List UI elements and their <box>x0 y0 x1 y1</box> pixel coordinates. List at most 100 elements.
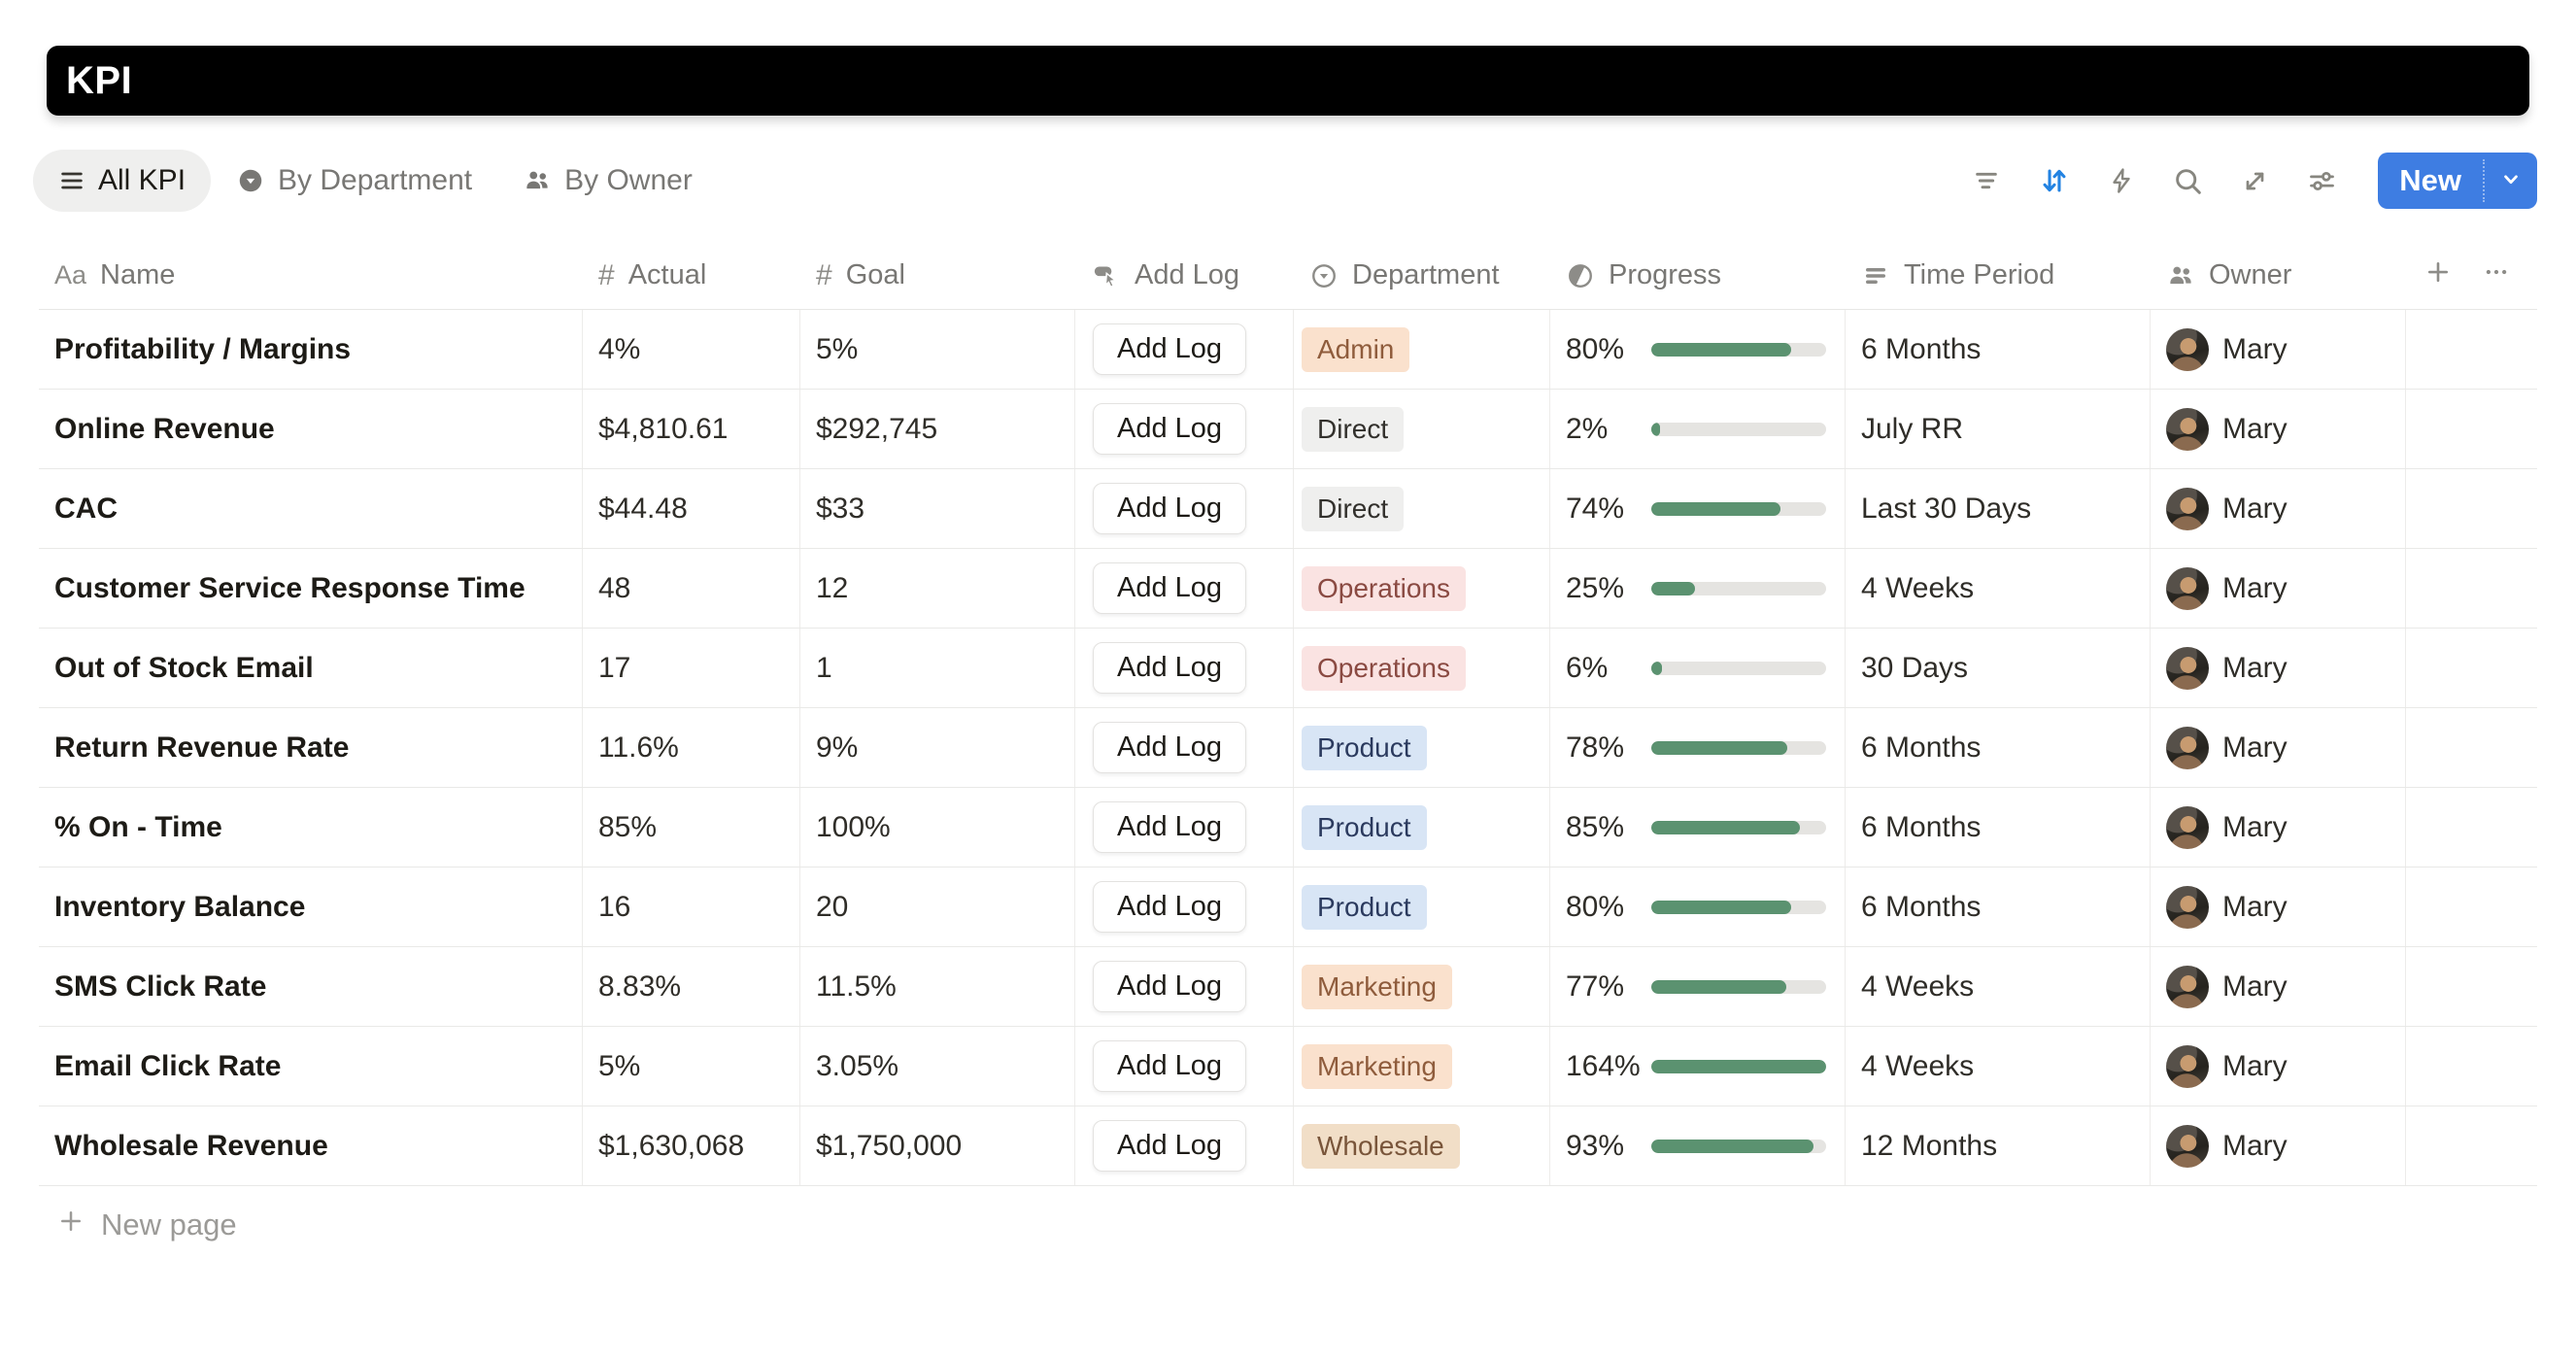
goal-cell[interactable]: $33 <box>800 469 1075 548</box>
name-cell[interactable]: CAC <box>39 469 583 548</box>
department-cell[interactable]: Product <box>1294 788 1550 867</box>
column-header-add-log[interactable]: Add Log <box>1075 242 1294 309</box>
actual-cell[interactable]: 16 <box>583 868 800 946</box>
department-badge[interactable]: Operations <box>1302 565 1466 611</box>
name-cell[interactable]: Wholesale Revenue <box>39 1106 583 1185</box>
department-badge[interactable]: Product <box>1302 804 1427 850</box>
column-header-goal[interactable]: # Goal <box>800 242 1075 309</box>
table-row[interactable]: % On - Time 85% 100% Add Log Product 85%… <box>39 788 2537 868</box>
add-log-button[interactable]: Add Log <box>1093 483 1247 534</box>
automation-icon[interactable] <box>2107 166 2136 195</box>
table-row[interactable]: Wholesale Revenue $1,630,068 $1,750,000 … <box>39 1106 2537 1186</box>
department-cell[interactable]: Operations <box>1294 629 1550 707</box>
column-header-actual[interactable]: # Actual <box>583 242 800 309</box>
column-header-owner[interactable]: Owner <box>2151 242 2406 309</box>
name-cell[interactable]: Inventory Balance <box>39 868 583 946</box>
progress-cell[interactable]: 2% <box>1550 390 1846 468</box>
tab-by-owner[interactable]: By Owner <box>497 150 718 212</box>
name-cell[interactable]: SMS Click Rate <box>39 947 583 1026</box>
time-period-cell[interactable]: 30 Days <box>1846 629 2151 707</box>
progress-cell[interactable]: 74% <box>1550 469 1846 548</box>
table-row[interactable]: Out of Stock Email 17 1 Add Log Operatio… <box>39 629 2537 708</box>
progress-cell[interactable]: 85% <box>1550 788 1846 867</box>
goal-cell[interactable]: 3.05% <box>800 1027 1075 1106</box>
sort-icon[interactable] <box>2038 164 2071 197</box>
actual-cell[interactable]: 8.83% <box>583 947 800 1026</box>
table-row[interactable]: Return Revenue Rate 11.6% 9% Add Log Pro… <box>39 708 2537 788</box>
time-period-cell[interactable]: 4 Weeks <box>1846 549 2151 628</box>
owner-cell[interactable]: Mary <box>2151 390 2406 468</box>
add-log-button[interactable]: Add Log <box>1093 323 1247 375</box>
column-header-progress[interactable]: Progress <box>1550 242 1846 309</box>
time-period-cell[interactable]: 6 Months <box>1846 868 2151 946</box>
new-button[interactable]: New <box>2399 163 2461 197</box>
time-period-cell[interactable]: 6 Months <box>1846 310 2151 389</box>
goal-cell[interactable]: 1 <box>800 629 1075 707</box>
name-cell[interactable]: Online Revenue <box>39 390 583 468</box>
progress-cell[interactable]: 78% <box>1550 708 1846 787</box>
department-cell[interactable]: Operations <box>1294 549 1550 628</box>
owner-cell[interactable]: Mary <box>2151 868 2406 946</box>
actual-cell[interactable]: 11.6% <box>583 708 800 787</box>
add-column-button[interactable] <box>2423 257 2453 294</box>
name-cell[interactable]: Customer Service Response Time <box>39 549 583 628</box>
actual-cell[interactable]: $1,630,068 <box>583 1106 800 1185</box>
name-cell[interactable]: % On - Time <box>39 788 583 867</box>
expand-icon[interactable] <box>2240 166 2270 196</box>
time-period-cell[interactable]: Last 30 Days <box>1846 469 2151 548</box>
table-row[interactable]: CAC $44.48 $33 Add Log Direct 74% Last 3… <box>39 469 2537 549</box>
owner-cell[interactable]: Mary <box>2151 629 2406 707</box>
department-badge[interactable]: Wholesale <box>1302 1123 1460 1169</box>
owner-cell[interactable]: Mary <box>2151 469 2406 548</box>
time-period-cell[interactable]: 12 Months <box>1846 1106 2151 1185</box>
add-log-button[interactable]: Add Log <box>1093 881 1247 933</box>
column-header-time-period[interactable]: Time Period <box>1846 242 2151 309</box>
department-cell[interactable]: Admin <box>1294 310 1550 389</box>
actual-cell[interactable]: 17 <box>583 629 800 707</box>
goal-cell[interactable]: 20 <box>800 868 1075 946</box>
owner-cell[interactable]: Mary <box>2151 1027 2406 1106</box>
department-badge[interactable]: Direct <box>1302 406 1405 452</box>
table-row[interactable]: Online Revenue $4,810.61 $292,745 Add Lo… <box>39 390 2537 469</box>
owner-cell[interactable]: Mary <box>2151 1106 2406 1185</box>
goal-cell[interactable]: 5% <box>800 310 1075 389</box>
department-badge[interactable]: Marketing <box>1302 1043 1452 1089</box>
add-log-button[interactable]: Add Log <box>1093 801 1247 853</box>
owner-cell[interactable]: Mary <box>2151 788 2406 867</box>
name-cell[interactable]: Email Click Rate <box>39 1027 583 1106</box>
view-settings-icon[interactable] <box>2306 165 2338 197</box>
name-cell[interactable]: Profitability / Margins <box>39 310 583 389</box>
add-log-button[interactable]: Add Log <box>1093 403 1247 455</box>
department-badge[interactable]: Direct <box>1302 486 1405 531</box>
name-cell[interactable]: Out of Stock Email <box>39 629 583 707</box>
table-row[interactable]: Inventory Balance 16 20 Add Log Product … <box>39 868 2537 947</box>
tab-all-kpi[interactable]: All KPI <box>33 150 212 212</box>
department-cell[interactable]: Product <box>1294 708 1550 787</box>
more-options-icon[interactable] <box>2482 257 2511 294</box>
add-log-button[interactable]: Add Log <box>1093 1040 1247 1092</box>
goal-cell[interactable]: 9% <box>800 708 1075 787</box>
search-icon[interactable] <box>2172 165 2204 197</box>
table-row[interactable]: Email Click Rate 5% 3.05% Add Log Market… <box>39 1027 2537 1106</box>
add-log-button[interactable]: Add Log <box>1093 722 1247 773</box>
filter-icon[interactable] <box>1971 165 2002 196</box>
time-period-cell[interactable]: 4 Weeks <box>1846 1027 2151 1106</box>
name-cell[interactable]: Return Revenue Rate <box>39 708 583 787</box>
actual-cell[interactable]: 85% <box>583 788 800 867</box>
add-log-button[interactable]: Add Log <box>1093 642 1247 694</box>
department-badge[interactable]: Marketing <box>1302 964 1452 1009</box>
time-period-cell[interactable]: July RR <box>1846 390 2151 468</box>
progress-cell[interactable]: 77% <box>1550 947 1846 1026</box>
time-period-cell[interactable]: 6 Months <box>1846 788 2151 867</box>
goal-cell[interactable]: $1,750,000 <box>800 1106 1075 1185</box>
new-page-button[interactable]: New page <box>39 1186 2537 1264</box>
actual-cell[interactable]: 48 <box>583 549 800 628</box>
add-log-button[interactable]: Add Log <box>1093 1120 1247 1172</box>
progress-cell[interactable]: 25% <box>1550 549 1846 628</box>
table-row[interactable]: Profitability / Margins 4% 5% Add Log Ad… <box>39 310 2537 390</box>
goal-cell[interactable]: $292,745 <box>800 390 1075 468</box>
department-badge[interactable]: Product <box>1302 725 1427 770</box>
actual-cell[interactable]: 4% <box>583 310 800 389</box>
owner-cell[interactable]: Mary <box>2151 310 2406 389</box>
tab-by-department[interactable]: By Department <box>211 150 497 212</box>
